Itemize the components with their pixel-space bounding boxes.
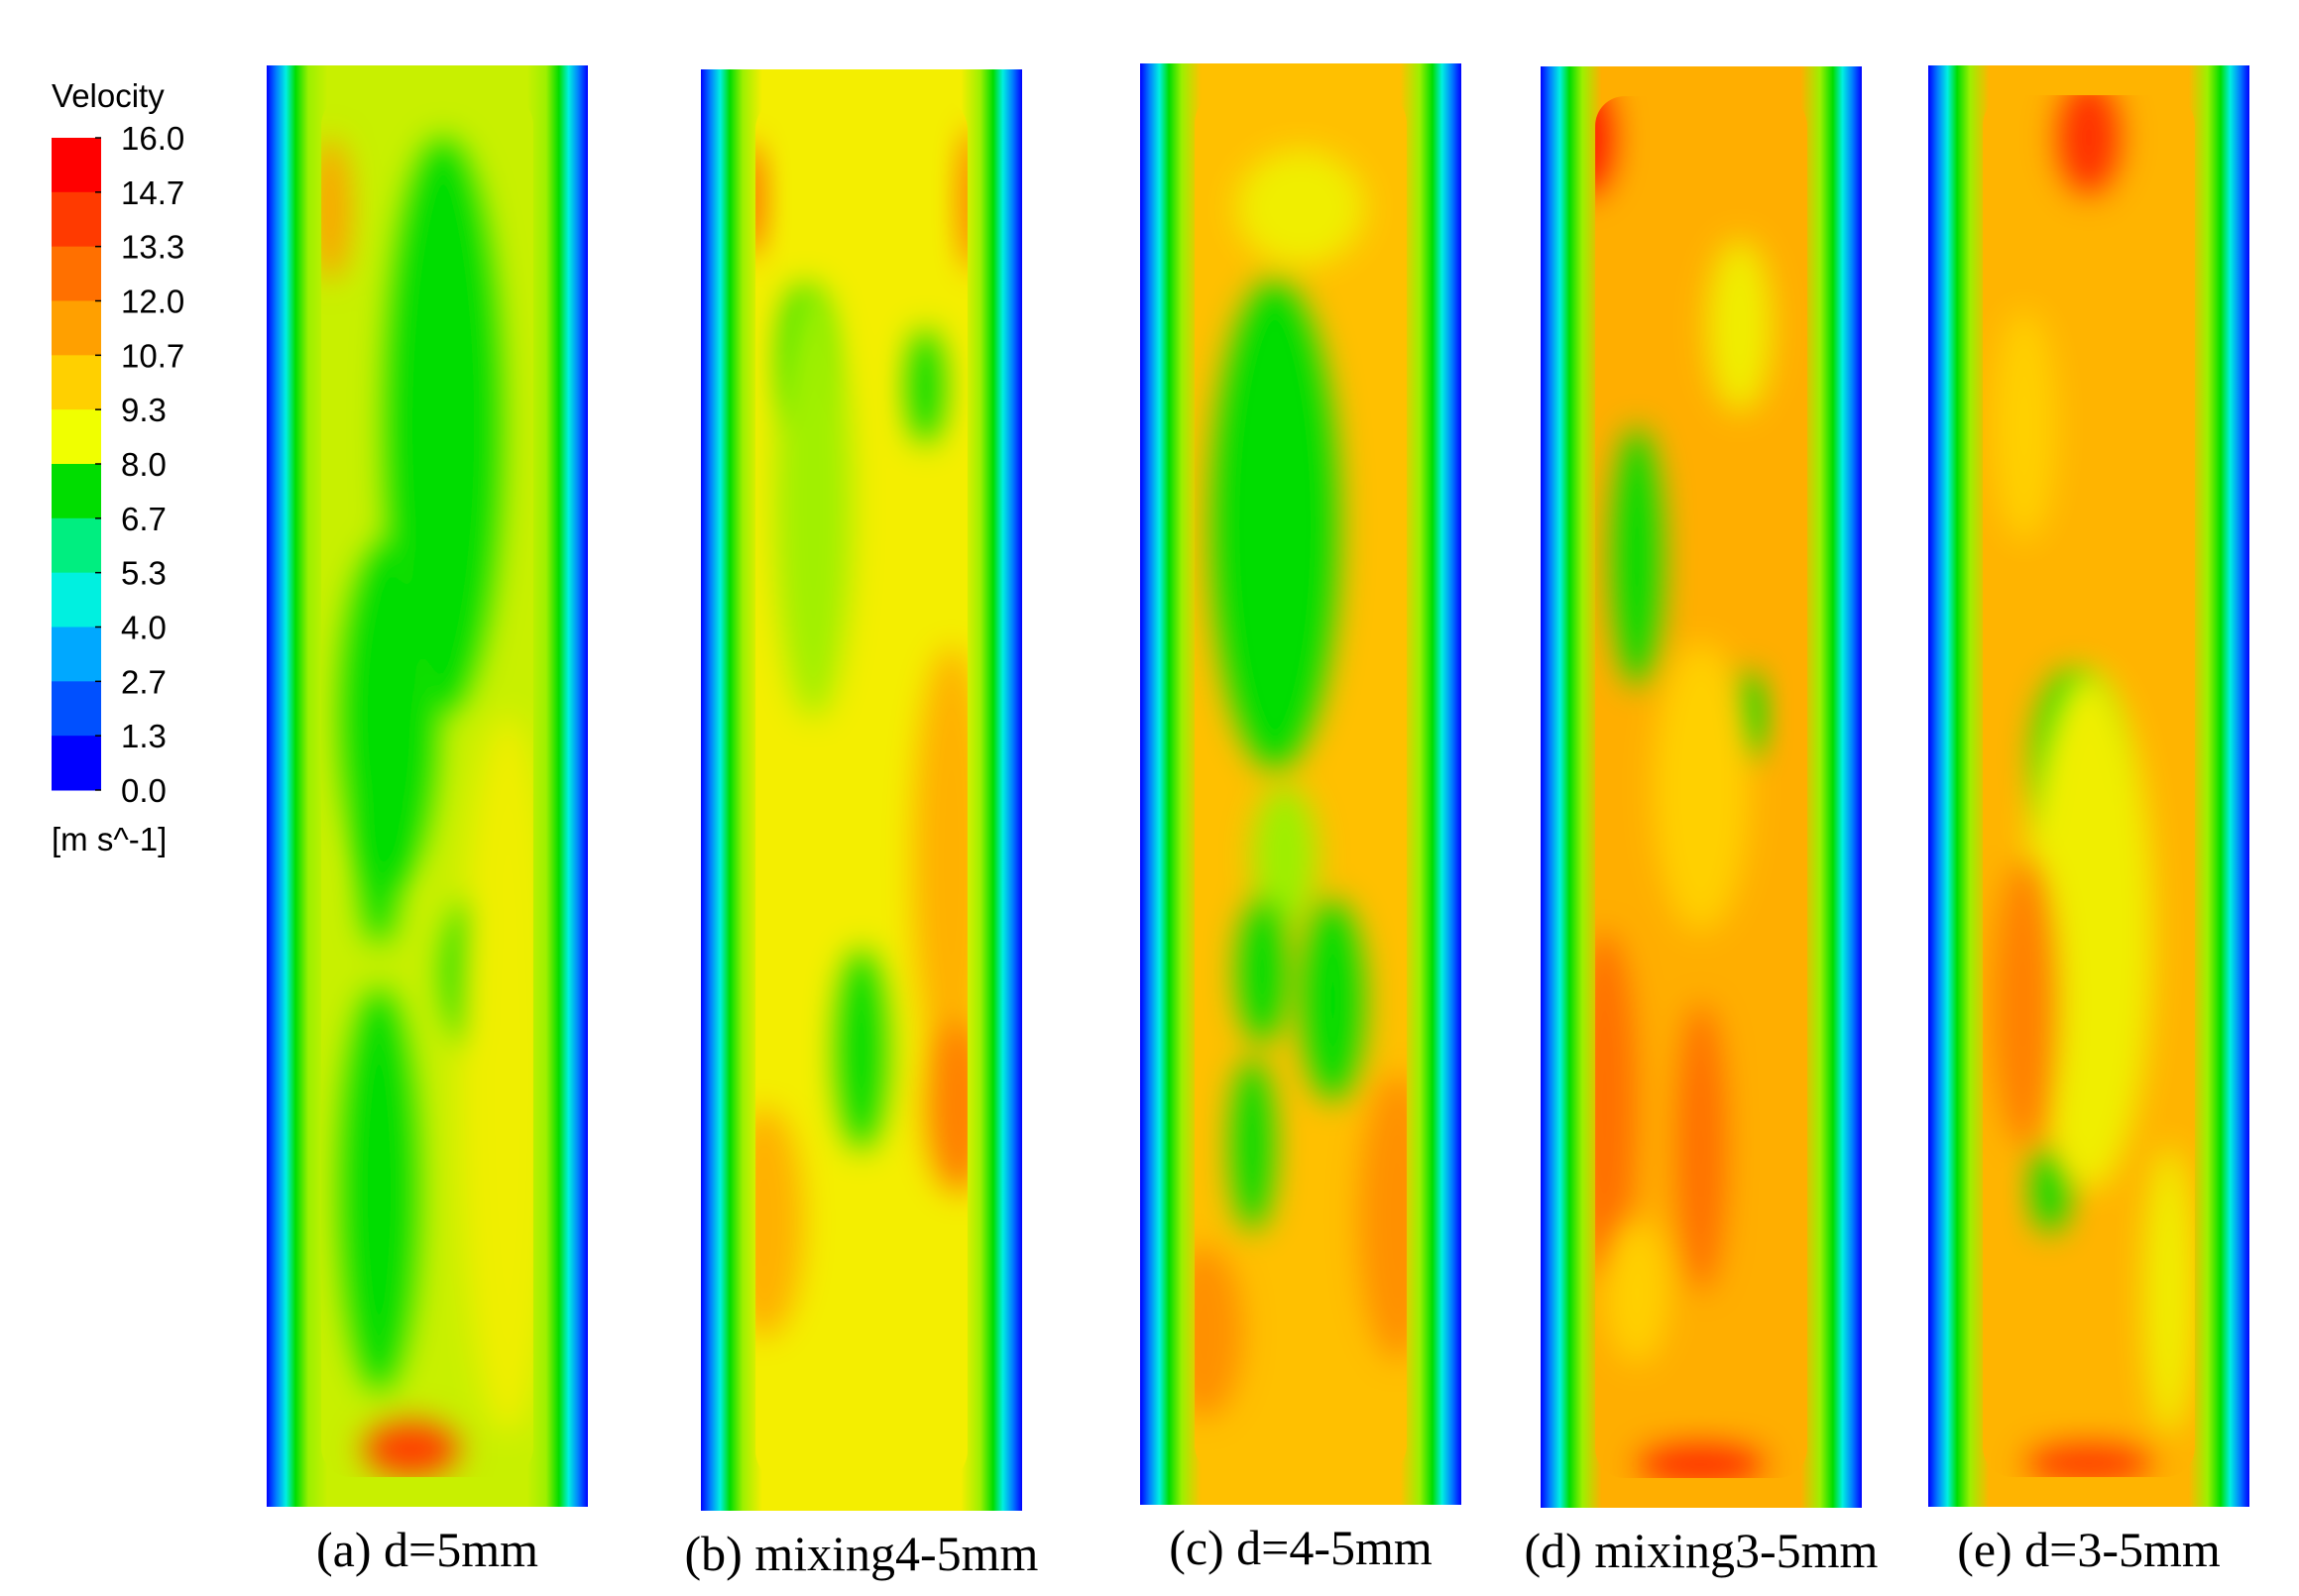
contour-region — [321, 137, 351, 283]
contour-region — [340, 540, 437, 887]
colorbar-tick-label: 6.7 — [121, 501, 167, 537]
contour-region — [2024, 1441, 2153, 1477]
contour-region — [755, 141, 765, 258]
contour-core — [321, 95, 533, 1477]
panels: (a) d=5mm (b) mixing4-5mm (c) d=4-5mm (d) m… — [267, 63, 2249, 1581]
contour-region — [1595, 96, 1615, 196]
colorbar-tick-label: 2.7 — [121, 663, 167, 700]
colorbar-tick-label: 14.7 — [121, 174, 184, 211]
colorbar-tick-label: 5.3 — [121, 555, 167, 592]
contour-panel: (e) d=3-5mm — [1928, 65, 2249, 1577]
panel-caption: (b) mixing4-5mm — [685, 1526, 1039, 1581]
colorbar-tick-label: 16.0 — [121, 120, 184, 157]
contour-core — [1195, 93, 1407, 1475]
colorbar-band — [52, 572, 101, 627]
contour-region — [2056, 95, 2122, 195]
contour-region — [925, 1020, 968, 1195]
contour-region — [755, 1106, 804, 1338]
colorbar-band — [52, 736, 101, 791]
colorbar-band — [52, 138, 101, 193]
colorbar-tick-label: 0.0 — [121, 772, 167, 809]
contour-region — [1992, 857, 2057, 1147]
contour-region — [1301, 899, 1365, 1101]
contour-region — [958, 127, 968, 272]
contour-region — [774, 285, 853, 719]
colorbar-band — [52, 191, 101, 248]
colorbar-band — [52, 681, 101, 737]
contour-region — [1236, 150, 1365, 266]
colorbar-unit: [m s^-1] — [52, 821, 167, 857]
colorbar-title: Velocity — [52, 77, 165, 114]
panel-caption: (c) d=4-5mm — [1169, 1520, 1433, 1575]
contour-core — [1595, 96, 1807, 1478]
colorbar-tick-label: 8.0 — [121, 446, 167, 483]
contour-region — [1611, 426, 1664, 687]
contour-region — [2030, 1146, 2070, 1233]
contour-region — [1236, 899, 1289, 1044]
contour-region — [906, 328, 946, 445]
contour-panel: (a) d=5mm — [267, 65, 588, 1577]
colorbar-tick-label: 12.0 — [121, 284, 184, 320]
contour-panel: (d) mixing3-5mm — [1525, 66, 1879, 1578]
colorbar-tick-label: 4.0 — [121, 610, 167, 646]
contour-region — [836, 948, 887, 1151]
contour-region — [1595, 931, 1638, 1278]
contour-region — [1675, 1003, 1727, 1292]
contour-region — [1637, 1442, 1766, 1478]
colorbar-band — [52, 355, 101, 410]
colorbar-tick-label: 1.3 — [121, 718, 167, 754]
contour-region — [912, 645, 968, 1079]
colorbar-band — [52, 627, 101, 682]
contour-panel: (b) mixing4-5mm — [685, 69, 1039, 1581]
colorbar-band — [52, 300, 101, 356]
panel-caption: (e) d=3-5mm — [1957, 1522, 2221, 1577]
contour-region — [1707, 239, 1773, 412]
contour-region — [363, 1420, 460, 1477]
contour-region — [1195, 1245, 1243, 1419]
colorbar-tick-label: 10.7 — [121, 337, 184, 374]
panel-caption: (d) mixing3-5mm — [1525, 1523, 1879, 1578]
contour-region — [340, 987, 418, 1392]
colorbar-band — [52, 246, 101, 301]
contour-region — [1252, 784, 1318, 929]
contour-region — [2024, 670, 2153, 1191]
colorbar: 16.0 14.7 13.3 12.0 10.7 9.3 8.0 6.7 5.3 4.0 2.7 1.… — [52, 120, 184, 809]
colorbar-band — [52, 517, 101, 574]
colorbar-band — [52, 409, 101, 465]
contour-region — [1210, 280, 1339, 770]
colorbar-band — [52, 464, 101, 519]
contour-region — [1358, 1072, 1407, 1361]
contour-region — [2143, 1146, 2195, 1435]
contour-region — [1604, 1219, 1669, 1364]
contour-region — [1229, 1058, 1276, 1231]
colorbar-tick-label: 13.3 — [121, 229, 184, 266]
contour-panel: (c) d=4-5mm — [1140, 63, 1461, 1575]
contour-region — [359, 800, 399, 945]
contour-region — [1653, 642, 1750, 932]
colorbar-tick-label: 9.3 — [121, 392, 167, 428]
contour-region — [1992, 310, 2057, 541]
contour-core — [755, 99, 968, 1481]
panel-caption: (a) d=5mm — [316, 1522, 538, 1577]
contour-region — [459, 714, 533, 1435]
contour-core — [1983, 95, 2195, 1477]
